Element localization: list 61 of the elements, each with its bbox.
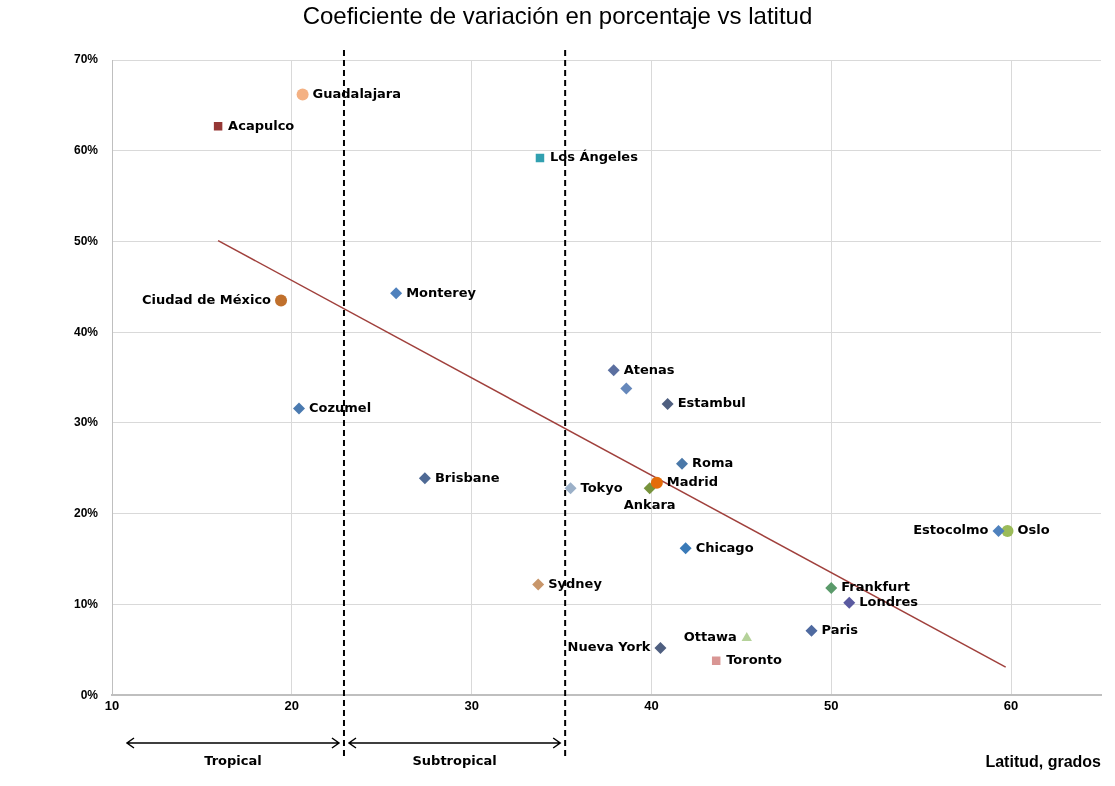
series-label: Ciudad de México (142, 291, 272, 307)
point (607, 364, 620, 377)
y-tick-label: 60% (73, 143, 99, 158)
x-axis-title: Latitud, grados (985, 752, 1102, 770)
series-label: Roma (692, 455, 734, 471)
point (825, 582, 838, 595)
x-tick-label: 10 (104, 697, 120, 713)
series-label: Nueva York (567, 639, 651, 655)
y-tick-label: 10% (73, 596, 99, 611)
series-label: Tokyo (580, 479, 623, 495)
point (1001, 524, 1014, 537)
series-label: Oslo (1017, 522, 1050, 538)
point (676, 457, 689, 470)
series-label: Ottawa (683, 629, 737, 645)
point (620, 382, 633, 395)
x-tick-label: 60 (1003, 697, 1019, 713)
point (805, 624, 818, 637)
series-label: Los Ángeles (549, 149, 639, 165)
x-tick-label: 50 (824, 697, 839, 713)
point (843, 596, 856, 609)
text: Tropical (204, 753, 262, 769)
y-tick-label: 70% (73, 52, 99, 67)
point (661, 397, 674, 410)
point (275, 294, 288, 307)
text: Subtropical (412, 753, 497, 769)
series-label: Ankara (623, 496, 676, 512)
series-label: Estambul (677, 395, 746, 411)
point (711, 656, 721, 665)
series-label: Cozumel (309, 399, 372, 415)
y-tick-label: 0% (80, 687, 99, 702)
chart-title: Coeficiente de variación en porcentaje vs latitud (301, 2, 814, 30)
point (390, 287, 403, 300)
point (643, 482, 656, 495)
series-label: Paris (821, 622, 859, 638)
series-label: Acapulco (228, 117, 295, 133)
point (293, 402, 306, 415)
series-label: Brisbane (434, 469, 500, 485)
series-label: Monterey (406, 284, 477, 300)
point (564, 482, 577, 495)
x-tick-label: 30 (464, 697, 479, 713)
series-label: Estocolmo (913, 522, 989, 538)
x-tick-label: 40 (644, 697, 659, 713)
series-label: Sydney (548, 575, 603, 591)
y-tick-label: 50% (73, 233, 99, 248)
point (741, 632, 752, 642)
series-label: Atenas (623, 361, 675, 377)
y-tick-label: 30% (73, 415, 99, 430)
point (650, 476, 663, 489)
y-tick-label: 20% (73, 506, 99, 521)
point (418, 472, 431, 485)
series-label: Madrid (666, 474, 719, 490)
x-tick-label: 20 (284, 697, 300, 713)
point (654, 642, 667, 655)
point (296, 88, 309, 101)
series-label: Toronto (726, 652, 783, 668)
series-label: Chicago (695, 539, 754, 555)
point (532, 578, 545, 591)
y-tick-label: 40% (73, 324, 99, 339)
point (992, 524, 1005, 537)
series-label: Guadalajara (312, 85, 402, 101)
point (679, 542, 692, 555)
